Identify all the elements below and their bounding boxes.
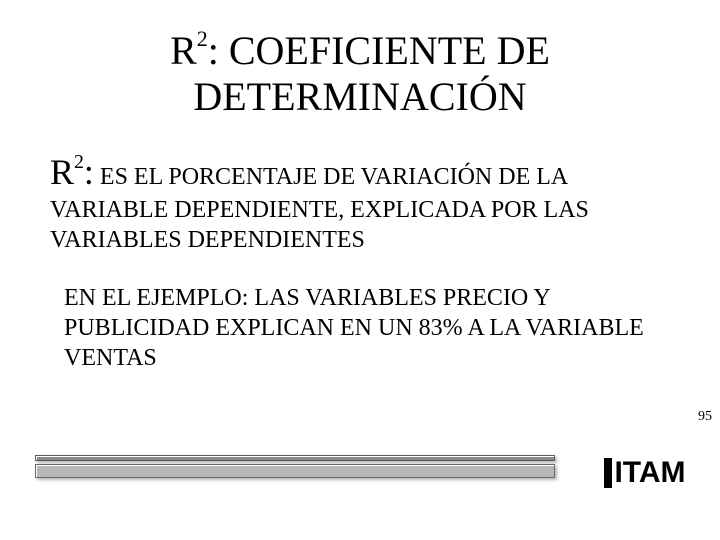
logo-letters: ITAM: [614, 456, 685, 490]
footer-bars: [35, 455, 555, 478]
definition-r: R: [50, 152, 74, 192]
title-superscript: 2: [197, 26, 208, 51]
footer-bar-thick: [35, 464, 555, 478]
slide-footer: ITAM: [0, 445, 720, 510]
definition-lead: R2:: [50, 152, 94, 192]
logo-text: ITAM: [604, 456, 685, 490]
slide-title: R2: COEFICIENTE DE DETERMINACIÓN: [50, 28, 670, 120]
example-text: EN EL EJEMPLO: LAS VARIABLES PRECIO Y PU…: [64, 285, 644, 371]
example-paragraph: EN EL EJEMPLO: LAS VARIABLES PRECIO Y PU…: [50, 283, 670, 373]
title-rest: : COEFICIENTE DE DETERMINACIÓN: [193, 28, 550, 119]
definition-paragraph: R2: ES EL PORCENTAJE DE VARIACIÓN DE LA …: [50, 150, 670, 255]
definition-text: ES EL PORCENTAJE DE VARIACIÓN DE LA VARI…: [50, 164, 589, 253]
itam-logo: ITAM: [585, 445, 705, 500]
slide-container: R2: COEFICIENTE DE DETERMINACIÓN R2: ES …: [0, 0, 720, 540]
footer-bar-thin: [35, 455, 555, 461]
title-r: R: [170, 28, 197, 73]
definition-colon: :: [84, 152, 94, 192]
logo-bar-icon: [604, 458, 612, 488]
definition-superscript: 2: [74, 151, 84, 173]
page-number: 95: [698, 409, 712, 425]
